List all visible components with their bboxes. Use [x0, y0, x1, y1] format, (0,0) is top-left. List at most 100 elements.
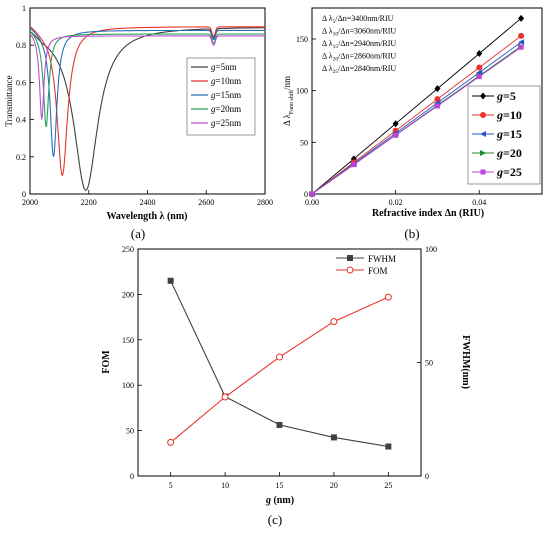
- chart-b-annotation-post: /Δn=3400nm/RIU: [335, 14, 393, 23]
- chart-a-series-line: [29, 25, 265, 177]
- chart-c-ylabel-right: FWHM(nm): [460, 335, 471, 389]
- chart-c-legend-label: FWHM: [368, 254, 396, 264]
- chart-a-legend-label: g=10nm: [211, 76, 241, 86]
- chart-b-annotation-post: /Δn=2860nm/RIU: [338, 52, 396, 61]
- chart-b-legend-label-g: g: [496, 127, 503, 141]
- chart-b-annotation: Δ λ20/Δn=2860nm/RIU: [322, 52, 396, 63]
- chart-b-annotation: Δ λ5/Δn=3400nm/RIU: [322, 14, 394, 25]
- chart-b-legend-marker: [480, 169, 486, 175]
- chart-a-legend-label-value: =5nm: [216, 62, 237, 72]
- chart-a-series-line: [29, 27, 265, 157]
- chart-b-legend-label: g=25: [496, 165, 522, 179]
- chart-a-panel-label: (a): [131, 226, 145, 241]
- chart-b-legend-label-g: g: [496, 89, 503, 103]
- chart-c-ytick-label: 0: [130, 472, 134, 481]
- chart-b-series-line: [311, 41, 522, 195]
- chart-c-ytick-right-label: 0: [425, 472, 429, 481]
- chart-c-ytick-right-label: 50: [425, 359, 433, 368]
- chart-b-xtick-label: 0.00: [305, 198, 319, 207]
- chart-a-ytick-label: 0.2: [16, 153, 26, 162]
- chart-b-annotation-pre: Δ λ: [322, 27, 333, 36]
- chart-a-legend-label-value: =20nm: [216, 104, 242, 114]
- chart-b-point: [518, 14, 525, 22]
- chart-c-ytick-label: 100: [122, 381, 134, 390]
- chart-b-point: [518, 39, 525, 46]
- chart-c-panel-label: (c): [268, 512, 282, 527]
- chart-c-point: [384, 293, 392, 301]
- chart-c-ylabel: FOM: [101, 350, 112, 374]
- chart-b-point: [351, 162, 357, 168]
- chart-a-legend-label-g: g: [211, 90, 216, 100]
- chart-b-legend-box: [467, 85, 541, 185]
- chart-c-point: [167, 438, 175, 446]
- chart-b-ytick-label: 0: [304, 190, 308, 199]
- chart-a-legend-label-g: g: [211, 76, 216, 86]
- chart-a-legend-label-g: g: [211, 62, 216, 72]
- chart-b-point: [434, 103, 440, 109]
- chart-b-legend-label-value: =25: [503, 165, 522, 179]
- chart-b-legend-label-value: =20: [503, 146, 522, 160]
- chart-a-legend-box: [186, 57, 256, 136]
- chart-a-xtick-label: 2200: [81, 198, 97, 207]
- chart-c-ytick-label: 50: [126, 427, 134, 436]
- chart-c-frame: [137, 248, 422, 477]
- chart-b-legend-label-g: g: [496, 165, 503, 179]
- chart-b-ylabel: Δ λFano shift/nm: [282, 76, 295, 126]
- chart-a-ytick-label: 0.8: [16, 41, 26, 50]
- chart-b-legend-label: g=10: [496, 108, 522, 122]
- chart-b-legend-label-value: =15: [503, 127, 522, 141]
- chart-c-point: [385, 443, 392, 450]
- chart-c-point: [276, 421, 283, 428]
- chart-b-legend-label-value: =10: [503, 108, 522, 122]
- chart-c-point: [221, 393, 229, 401]
- chart-a-legend-label-value: =10nm: [216, 76, 242, 86]
- chart-b-ticks: 0.00 0.02 0.04 0 50 100 150: [296, 35, 486, 207]
- chart-b-annotation-post: /Δn=2840nm/RIU: [338, 64, 396, 73]
- chart-a-xtick-label: 2800: [257, 198, 273, 207]
- chart-c-xtick-label: 5: [169, 481, 173, 490]
- chart-b-series-line: [311, 35, 522, 195]
- chart-c-series: [167, 277, 392, 450]
- chart-b-legend-label-value: =5: [503, 89, 516, 103]
- chart-a-legend-label-value: =25nm: [216, 118, 242, 128]
- chart-b-point: [476, 64, 483, 71]
- chart-b-annotation-pre: Δ λ: [322, 39, 333, 48]
- chart-b-annotation: Δ λ25/Δn=2840nm/RIU: [322, 64, 396, 75]
- chart-a-legend-label: g=20nm: [211, 104, 241, 114]
- chart-b-ytick-label: 150: [296, 35, 308, 44]
- chart-c-legend-label: FOM: [368, 266, 388, 276]
- chart-c-xtick-label: 25: [384, 481, 392, 490]
- chart-b-point: [476, 49, 483, 57]
- chart-a-legend-label-value: =15nm: [216, 90, 242, 100]
- chart-b-annotation-sub: 5: [333, 19, 336, 25]
- chart-a-legend-label: g=5nm: [211, 62, 237, 72]
- chart-a-xtick-label: 2400: [140, 198, 156, 207]
- chart-c-ytick-label: 150: [122, 336, 134, 345]
- chart-a-ytick-label: 1: [22, 4, 26, 13]
- chart-b-legend-label: g=20: [496, 146, 522, 160]
- chart-b-series: [309, 14, 525, 198]
- chart-c-series-line: [170, 296, 389, 443]
- chart-b-point: [393, 132, 399, 138]
- chart-b-panel-label: (b): [404, 226, 419, 241]
- chart-b-annotation: Δ λ10/Δn=3060nm/RIU: [322, 27, 396, 38]
- chart-b-ytick-label: 100: [296, 87, 308, 96]
- chart-c-point: [330, 318, 338, 326]
- chart-b-xtick-label: 0.02: [389, 198, 403, 207]
- chart-b-point: [518, 44, 524, 50]
- chart-b-annotation-sub: 20: [333, 57, 339, 63]
- chart-b-ytick-label: 50: [300, 138, 308, 147]
- chart-a-series-line: [29, 33, 265, 120]
- chart-b-point: [309, 191, 315, 197]
- chart-a-ticks: 2000 2200 2400 2600 2800 0 0.2 0.4 0.6 0.8 1: [16, 4, 273, 207]
- chart-a-xlabel: Wavelength λ (nm): [106, 211, 187, 222]
- chart-c-legend-marker: [346, 266, 354, 274]
- chart-b-legend-marker: [480, 112, 486, 118]
- chart-b-series-line: [311, 46, 522, 195]
- chart-b-point: [476, 69, 483, 76]
- chart-b-annotation-pre: Δ λ: [322, 64, 333, 73]
- chart-c-ytick-right-label: 100: [425, 245, 437, 254]
